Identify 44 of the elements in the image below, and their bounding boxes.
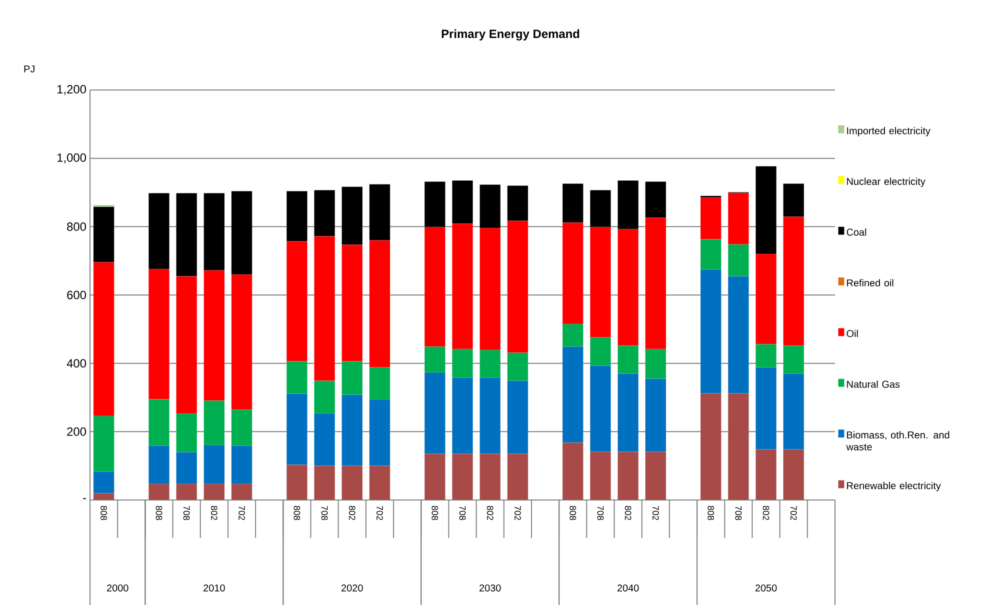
text: 2030 xyxy=(480,584,501,592)
legend-label: Coal xyxy=(846,228,866,236)
x-tick-label: 802 xyxy=(624,506,632,520)
text: 2050 xyxy=(755,584,777,592)
legend-label: Renewable electricity xyxy=(847,482,941,492)
y-tick-label: - xyxy=(83,498,86,500)
x-tick-label: 708 xyxy=(321,506,328,520)
legend-label: Oil xyxy=(846,330,858,338)
y-tick-label: 1,000 xyxy=(57,153,86,164)
x-tick-label: 702 xyxy=(376,506,383,520)
x-tick-label: 802 xyxy=(762,506,770,520)
y-tick-label: 800 xyxy=(67,222,86,231)
x-tick-label: 802 xyxy=(348,506,356,520)
x-tick-label: 808 xyxy=(294,506,300,520)
x-tick-label: 808 xyxy=(100,506,107,520)
x-tick-label: 808 xyxy=(570,506,576,520)
y-axis-title: PJ xyxy=(24,66,34,72)
x-tick-label: 702 xyxy=(238,506,245,520)
y-tick-label: 600 xyxy=(67,290,86,300)
text: 2040 xyxy=(617,584,639,592)
text: 2010 xyxy=(204,584,225,592)
x-tick-label: 708 xyxy=(597,506,604,520)
legend-label: Natural Gas xyxy=(847,380,900,388)
x-tick-label: 708 xyxy=(183,506,190,520)
x-tick-label: 702 xyxy=(514,506,521,520)
x-tick-label: 802 xyxy=(210,506,218,520)
x-tick-label: 702 xyxy=(790,506,797,520)
text: 2000 xyxy=(107,584,128,592)
x-tick-label: 802 xyxy=(486,506,494,520)
legend-label: Biomass, oth.Ren. and waste xyxy=(846,431,950,450)
x-tick-label: 708 xyxy=(735,506,742,520)
y-tick-label: 1,200 xyxy=(57,85,86,95)
legend-label: Refined oil xyxy=(847,279,894,286)
y-tick-label: 400 xyxy=(66,359,86,368)
x-tick-label: 808 xyxy=(432,506,438,520)
x-tick-label: 708 xyxy=(459,506,466,520)
x-tick-label: 808 xyxy=(708,506,714,520)
legend-label: Imported electricity xyxy=(847,126,930,136)
y-tick-label: 200 xyxy=(67,427,86,436)
x-tick-label: 808 xyxy=(156,506,162,520)
chart-title: Primary Energy Demand xyxy=(442,29,580,40)
x-tick-label: 702 xyxy=(652,506,659,520)
legend-label: Nuclear electricity xyxy=(847,178,926,187)
text: 2020 xyxy=(342,584,363,592)
